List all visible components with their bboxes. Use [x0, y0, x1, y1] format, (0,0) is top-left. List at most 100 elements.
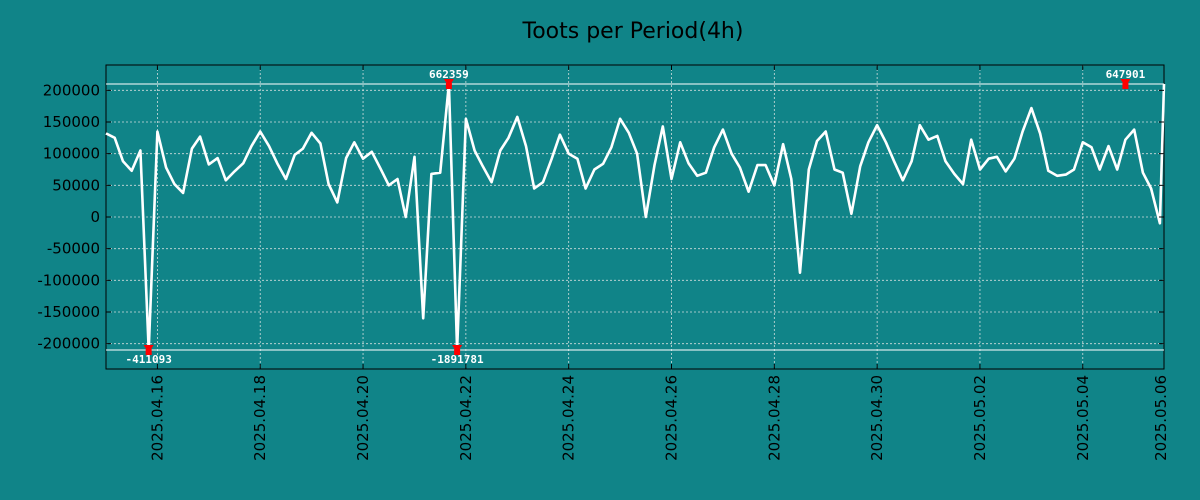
data-point: [234, 171, 235, 172]
data-point: [1022, 131, 1023, 132]
data-point: [722, 129, 723, 130]
data-point: [834, 169, 835, 170]
data-point: [1056, 175, 1057, 176]
outlier-label: -411093: [125, 353, 171, 366]
x-tick-label: 2025.04.30: [868, 375, 886, 461]
x-tick-label: 2025.04.20: [354, 375, 372, 461]
data-point: [971, 139, 972, 140]
outlier-label: -1891781: [431, 353, 484, 366]
data-point: [603, 163, 604, 164]
outlier-marker-base: [454, 349, 461, 355]
data-point: [482, 166, 483, 167]
outlier-marker-base: [445, 83, 452, 89]
data-point: [345, 158, 346, 159]
data-point: [302, 148, 303, 149]
data-point: [191, 148, 192, 149]
data-point: [945, 161, 946, 162]
data-point: [611, 147, 612, 148]
data-point: [739, 167, 740, 168]
data-point: [465, 118, 466, 119]
data-point: [1073, 169, 1074, 170]
data-point: [225, 180, 226, 181]
data-point: [440, 172, 441, 173]
data-point: [500, 150, 501, 151]
data-point: [1065, 174, 1066, 175]
data-point: [996, 156, 997, 157]
data-point: [1117, 169, 1118, 170]
outlier-marker-base: [145, 349, 152, 355]
outlier-label: 662359: [429, 68, 469, 81]
data-point: [860, 166, 861, 167]
data-point: [362, 158, 363, 159]
data-point: [791, 178, 792, 179]
data-point: [808, 169, 809, 170]
data-point: [1159, 223, 1160, 224]
data-point: [645, 216, 646, 217]
y-tick-label: 100000: [43, 145, 100, 163]
data-point: [311, 132, 312, 133]
data-point: [379, 167, 380, 168]
data-point: [714, 147, 715, 148]
data-point: [585, 188, 586, 189]
data-point: [542, 182, 543, 183]
data-point: [260, 131, 261, 132]
x-tick-label: 2025.04.28: [765, 375, 783, 461]
outlier-marker-base: [1122, 83, 1129, 89]
x-tick-label: 2025.04.18: [251, 375, 269, 461]
data-point: [199, 136, 200, 137]
data-point: [594, 169, 595, 170]
data-point: [320, 143, 321, 144]
data-point: [680, 142, 681, 143]
data-point: [285, 178, 286, 179]
data-point: [183, 192, 184, 193]
data-point: [868, 142, 869, 143]
data-point: [157, 131, 158, 132]
outlier-label: 647901: [1106, 68, 1146, 81]
data-point: [337, 202, 338, 203]
data-point: [1151, 188, 1152, 189]
data-point: [559, 134, 560, 135]
data-point: [1014, 158, 1015, 159]
y-tick-label: -200000: [37, 335, 100, 353]
data-point: [1163, 83, 1164, 84]
data-point: [937, 135, 938, 136]
x-tick-label: 2025.05.04: [1074, 375, 1092, 461]
data-point: [757, 164, 758, 165]
data-point: [919, 125, 920, 126]
data-point: [423, 318, 424, 319]
data-point: [628, 132, 629, 133]
data-point: [1082, 142, 1083, 143]
data-point: [671, 178, 672, 179]
data-point: [294, 154, 295, 155]
data-point: [636, 153, 637, 154]
data-point: [654, 164, 655, 165]
data-point: [166, 167, 167, 168]
x-tick-label: 2025.04.26: [663, 375, 681, 461]
data-point: [979, 169, 980, 170]
data-point: [525, 145, 526, 146]
data-point: [988, 158, 989, 159]
data-point: [251, 145, 252, 146]
data-point: [1142, 172, 1143, 173]
data-point: [842, 172, 843, 173]
data-point: [1099, 169, 1100, 170]
data-point: [731, 153, 732, 154]
y-tick-label: -50000: [47, 240, 100, 258]
data-point: [928, 139, 929, 140]
data-point: [688, 163, 689, 164]
data-point: [217, 158, 218, 159]
data-point: [911, 161, 912, 162]
data-point: [277, 163, 278, 164]
data-point: [662, 126, 663, 127]
data-point: [825, 131, 826, 132]
outlier-annotations: -411093 662359 -1891781 647901: [125, 68, 1145, 366]
grid-lines: [106, 65, 1164, 369]
data-point: [894, 161, 895, 162]
data-point: [816, 140, 817, 141]
data-point: [114, 137, 115, 138]
x-tick-label: 2025.04.24: [560, 375, 578, 461]
data-point: [122, 161, 123, 162]
x-tick-label: 2025.05.02: [971, 375, 989, 461]
